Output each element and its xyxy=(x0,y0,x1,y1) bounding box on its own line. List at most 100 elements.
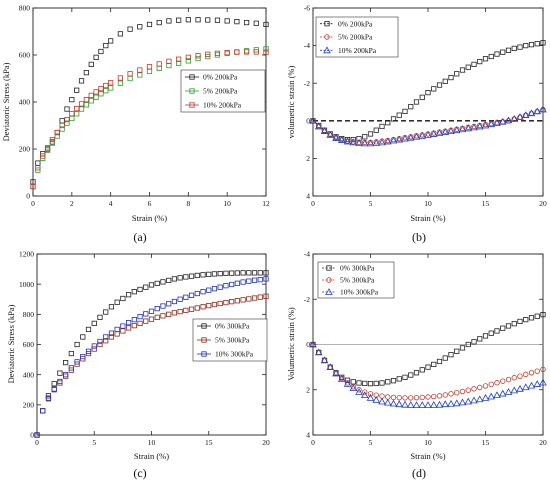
data-point xyxy=(126,320,132,326)
data-point xyxy=(78,106,85,112)
y-axis-label: volumetric strain (%) xyxy=(286,65,296,138)
y-tick-label: 400 xyxy=(19,98,31,107)
data-point xyxy=(475,122,484,130)
data-point xyxy=(206,271,212,277)
data-point xyxy=(68,365,74,371)
data-point xyxy=(223,283,229,289)
data-point xyxy=(540,40,546,46)
data-point xyxy=(30,183,36,190)
data-point xyxy=(188,306,195,312)
x-tick-label: 0 xyxy=(31,199,35,208)
data-point xyxy=(419,367,425,373)
legend-entry: 10% 200kPa xyxy=(203,101,242,110)
data-point xyxy=(108,38,114,44)
data-point xyxy=(240,279,246,285)
data-point xyxy=(389,399,398,407)
data-point xyxy=(528,370,535,376)
data-point xyxy=(395,135,404,143)
data-point xyxy=(146,21,153,28)
data-point xyxy=(521,111,530,119)
data-point xyxy=(511,375,517,381)
data-point xyxy=(498,117,507,125)
data-point xyxy=(83,97,89,103)
y-tick-label: 0 xyxy=(30,431,34,440)
legend-entry: 10% 300kPa xyxy=(340,288,379,297)
data-point xyxy=(309,340,317,348)
x-tick-label: 0 xyxy=(35,438,39,447)
data-point xyxy=(442,392,448,398)
data-point xyxy=(253,20,259,26)
data-point xyxy=(360,139,369,147)
data-point xyxy=(441,128,450,135)
data-point xyxy=(309,116,317,124)
data-point xyxy=(185,54,191,60)
x-tick-label: 10 xyxy=(424,438,432,447)
data-point xyxy=(510,386,519,394)
x-tick-label: 10 xyxy=(148,438,156,447)
data-point xyxy=(117,31,123,37)
data-point xyxy=(355,388,363,395)
data-point xyxy=(431,393,437,400)
data-point xyxy=(185,58,191,64)
data-point xyxy=(482,56,489,62)
data-point xyxy=(452,126,461,134)
data-point xyxy=(500,49,506,55)
data-point xyxy=(103,338,109,344)
data-point xyxy=(349,138,358,146)
x-tick-label: 8 xyxy=(186,199,190,208)
data-point xyxy=(396,112,402,118)
data-point xyxy=(314,348,323,356)
x-tick-label: 5 xyxy=(369,438,373,447)
data-point xyxy=(211,286,218,292)
data-point xyxy=(510,114,519,122)
data-point xyxy=(356,380,362,386)
data-point xyxy=(243,48,250,54)
data-point xyxy=(459,67,466,73)
data-point xyxy=(183,274,189,280)
data-point xyxy=(137,313,143,320)
y-tick-label: 200 xyxy=(19,145,31,154)
data-point xyxy=(452,399,461,407)
data-point xyxy=(511,321,517,327)
data-point xyxy=(126,325,132,331)
data-point xyxy=(143,318,149,324)
data-point xyxy=(419,94,425,100)
data-point xyxy=(343,379,352,387)
data-point xyxy=(126,292,132,298)
chart-panel-1: 0 2 4 6 8 10 12 0 200 400 600 800 Strain (%) Deviator… xyxy=(1,4,270,244)
data-point xyxy=(176,56,182,62)
data-point xyxy=(35,165,41,171)
data-point xyxy=(85,326,92,333)
data-point xyxy=(57,378,63,385)
legend-marker xyxy=(201,323,207,329)
data-point xyxy=(63,372,69,378)
data-point xyxy=(63,373,69,379)
data-point xyxy=(521,383,530,391)
data-point xyxy=(51,381,57,387)
data-point xyxy=(436,82,443,88)
data-point xyxy=(447,127,455,135)
data-point xyxy=(534,41,540,47)
data-point xyxy=(314,122,323,130)
data-point xyxy=(406,133,415,141)
data-point xyxy=(362,380,368,387)
x-tick-label: 15 xyxy=(482,199,490,208)
data-point xyxy=(148,316,155,322)
data-point xyxy=(442,78,448,84)
legend-marker xyxy=(324,34,330,40)
data-point xyxy=(349,384,358,392)
data-point xyxy=(263,21,269,28)
y-axis-label: Deviatoric Stress (kPa) xyxy=(1,62,11,141)
data-point xyxy=(59,118,65,124)
data-point xyxy=(366,139,375,147)
data-point xyxy=(396,376,402,382)
data-point xyxy=(154,306,160,312)
data-point xyxy=(533,380,542,387)
data-point xyxy=(494,328,500,334)
data-point xyxy=(177,296,183,302)
x-tick-label: 4 xyxy=(109,199,113,208)
data-point xyxy=(487,392,496,400)
data-point xyxy=(194,290,200,297)
data-point xyxy=(78,101,85,107)
data-point xyxy=(49,140,56,146)
